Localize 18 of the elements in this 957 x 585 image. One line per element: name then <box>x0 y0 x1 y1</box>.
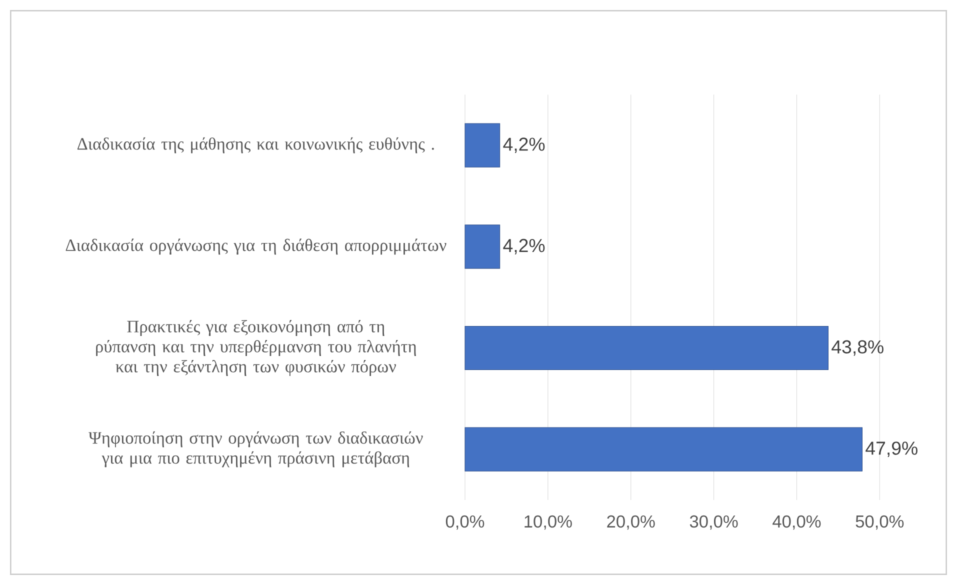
data-label: 4,2% <box>503 238 545 254</box>
bar <box>464 427 863 472</box>
x-tick-label: 0,0% <box>446 515 484 530</box>
x-tick-label: 40,0% <box>772 515 821 530</box>
bar <box>464 123 500 168</box>
x-tick-label: 50,0% <box>856 515 904 530</box>
data-label: 43,8% <box>832 340 884 356</box>
x-tick-label: 20,0% <box>607 515 655 530</box>
bar <box>464 326 829 370</box>
x-tick-label: 10,0% <box>524 515 572 530</box>
y-tick-label: Ψηφιοποίηση στην οργάνωση των διαδικασιών για μια πιο επιτυχημένη πράσινη μετάβαση <box>88 431 423 468</box>
y-tick-label: Πρακτικές για εξοικονόμηση από τη ρύπανση και την υπερθέρμανση του πλανήτη και την εξάντληση των φυσικών πόρων <box>96 320 416 376</box>
data-label: 4,2% <box>503 138 545 154</box>
y-tick-label: Διαδικασία οργάνωσης για τη διάθεση απορριμμάτων <box>66 238 446 255</box>
y-tick-label: Διαδικασία της μάθησης και κοινωνικής ευθύνης . <box>77 137 434 154</box>
bar <box>464 224 500 269</box>
x-tick-label: 30,0% <box>690 515 738 530</box>
data-label: 47,9% <box>866 442 918 458</box>
